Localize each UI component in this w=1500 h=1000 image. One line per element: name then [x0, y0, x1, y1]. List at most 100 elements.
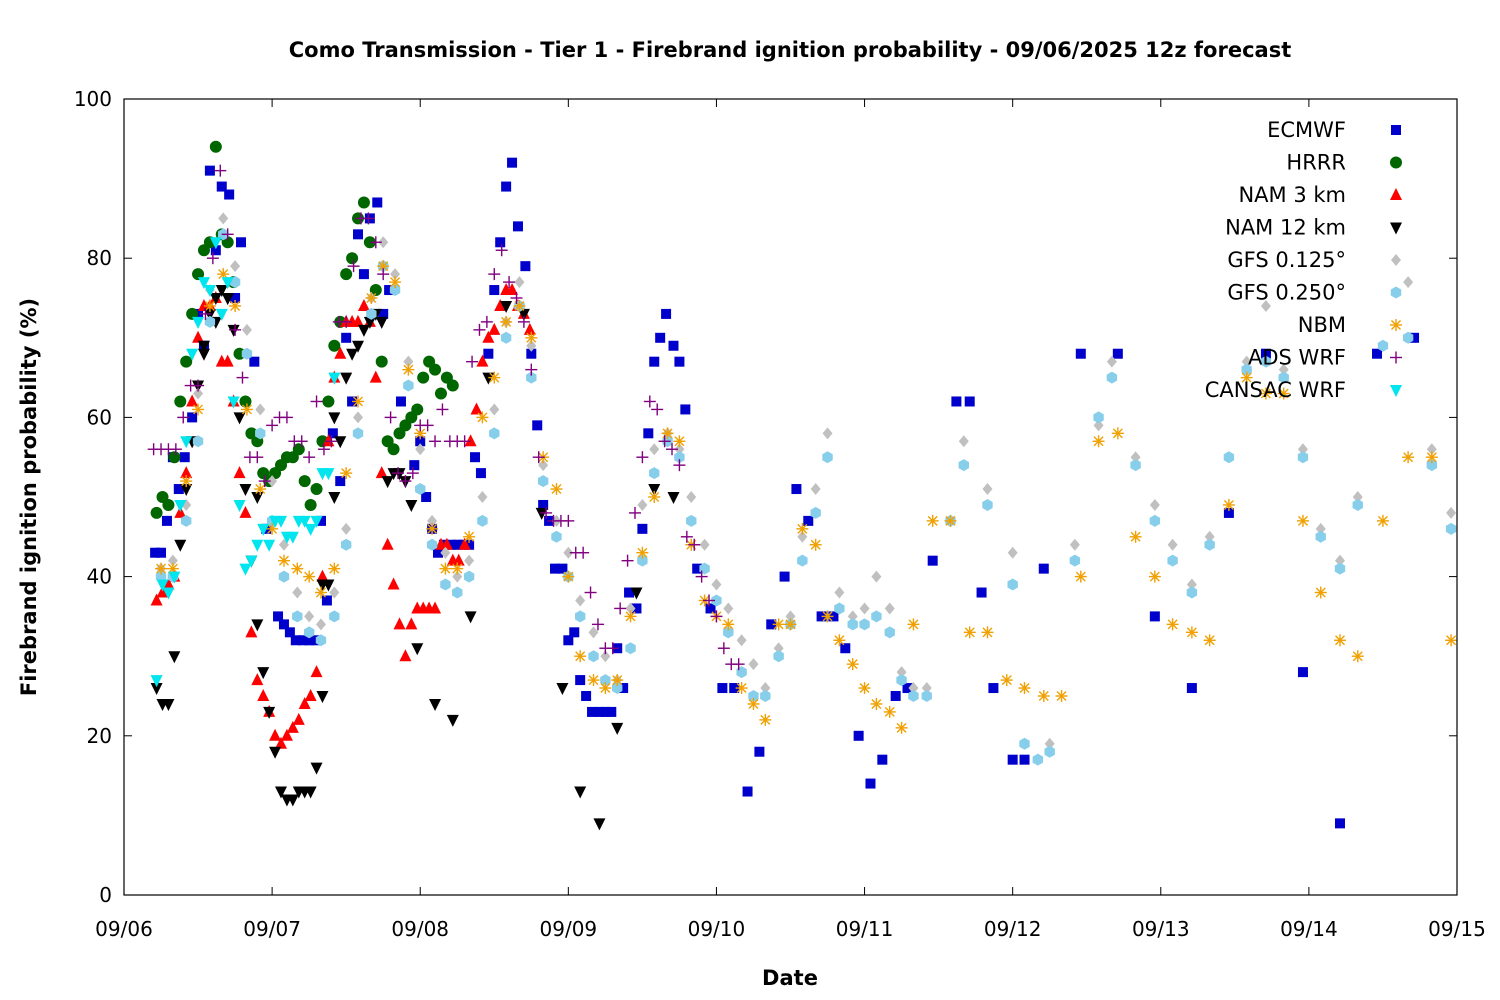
data-point [810, 506, 821, 519]
data-point [668, 340, 679, 351]
legend-marker [1390, 222, 1402, 235]
data-point [357, 324, 370, 337]
data-point [353, 229, 364, 240]
data-point [686, 491, 697, 503]
data-point [197, 340, 210, 353]
data-point [452, 553, 465, 566]
data-point [470, 452, 481, 463]
data-point [317, 443, 330, 456]
data-point [353, 411, 364, 424]
data-point [1204, 538, 1215, 551]
legend-label: NAM 3 km [1238, 183, 1346, 207]
x-tick-label: 09/06 [95, 917, 153, 941]
data-point [1092, 435, 1105, 448]
data-point [315, 515, 326, 526]
data-point [304, 689, 317, 701]
data-point [833, 634, 846, 647]
data-point [1106, 371, 1118, 384]
data-point [156, 547, 167, 558]
data-point [280, 728, 293, 741]
data-point [180, 466, 193, 479]
data-point [434, 387, 447, 400]
x-tick-label: 09/07 [243, 917, 301, 941]
data-point [594, 706, 605, 717]
data-point [295, 435, 308, 448]
data-point [853, 730, 864, 741]
data-point [643, 428, 654, 439]
data-point [1038, 563, 1049, 574]
data-point [241, 347, 253, 360]
data-point [257, 689, 270, 701]
axis-ticks: 09/06 09/07 09/08 09/09 09/10 09/11 09/12 09/13… [74, 87, 1486, 941]
data-point [310, 665, 323, 678]
data-point [588, 650, 599, 663]
data-point [203, 308, 216, 321]
data-point [1402, 451, 1415, 464]
data-point [525, 331, 538, 344]
data-point [290, 635, 301, 646]
legend-label: ECMWF [1267, 118, 1346, 142]
data-point [628, 506, 641, 519]
data-point [538, 459, 549, 472]
data-point [239, 484, 252, 497]
data-point [810, 483, 821, 496]
data-point [760, 682, 771, 695]
data-point [150, 593, 163, 606]
data-point [773, 642, 784, 655]
data-point [440, 537, 453, 550]
data-point [245, 625, 258, 638]
data-point [512, 221, 523, 232]
data-point [377, 268, 390, 281]
data-point [963, 626, 976, 639]
data-point [674, 443, 685, 456]
data-point [1351, 650, 1364, 663]
data-point [249, 356, 260, 367]
data-point [221, 277, 234, 290]
data-point [483, 348, 494, 359]
data-point [475, 468, 486, 479]
data-point [180, 475, 193, 488]
y-tick-label: 0 [99, 883, 112, 907]
data-point [384, 411, 397, 424]
data-point [329, 586, 340, 599]
data-point [600, 706, 611, 717]
data-point [180, 436, 193, 449]
data-point [303, 626, 315, 639]
legend-marker [1390, 188, 1402, 200]
data-point [858, 682, 871, 695]
data-point [168, 651, 181, 664]
data-point [754, 746, 765, 757]
data-point [452, 586, 463, 599]
data-point [216, 181, 227, 192]
data-point [1019, 754, 1030, 765]
x-tick-label: 09/09 [540, 917, 598, 941]
data-point [822, 427, 833, 440]
data-point [255, 427, 266, 440]
data-point [550, 483, 563, 496]
data-point [209, 237, 222, 250]
data-point [162, 577, 175, 590]
data-point [890, 691, 901, 701]
data-point [221, 293, 234, 305]
data-point [1149, 611, 1160, 622]
data-point [197, 348, 210, 361]
data-point [328, 492, 341, 504]
data-point [452, 570, 463, 583]
data-point [1223, 451, 1235, 464]
data-point [206, 252, 219, 265]
data-point [680, 530, 693, 543]
data-point [735, 682, 748, 695]
legend-label: CANSAC WRF [1205, 378, 1346, 402]
data-point [1055, 690, 1068, 702]
data-point [352, 427, 364, 440]
x-tick-label: 09/10 [688, 917, 746, 941]
data-point [865, 778, 876, 789]
data-point [611, 674, 624, 687]
data-point [310, 762, 323, 775]
data-point [1074, 570, 1087, 583]
data-point [239, 505, 252, 518]
data-point [192, 330, 205, 343]
data-point [625, 602, 636, 615]
legend-label: HRRR [1286, 151, 1346, 175]
data-point [655, 332, 666, 343]
